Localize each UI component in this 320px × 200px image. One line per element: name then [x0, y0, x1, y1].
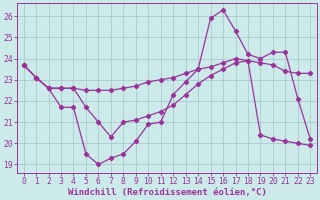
X-axis label: Windchill (Refroidissement éolien,°C): Windchill (Refroidissement éolien,°C) — [68, 188, 266, 197]
